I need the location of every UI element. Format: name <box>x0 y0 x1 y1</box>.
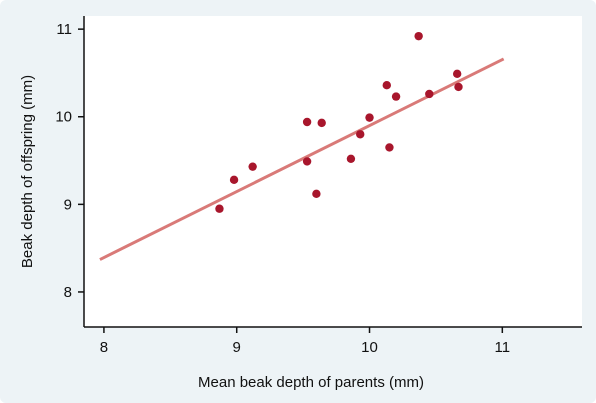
data-point <box>365 113 374 122</box>
data-point <box>346 154 356 163</box>
x-tick-label: 8 <box>100 339 108 356</box>
data-point <box>414 31 423 41</box>
x-tick-label: 9 <box>233 339 241 356</box>
data-point <box>425 89 434 99</box>
data-point <box>248 162 257 171</box>
y-tick-label: 9 <box>64 196 72 213</box>
data-point <box>302 117 312 127</box>
y-tick-label: 8 <box>64 284 72 301</box>
data-point <box>382 81 391 90</box>
y-tick-label: 11 <box>56 21 72 38</box>
data-point <box>215 204 224 213</box>
data-point <box>385 143 394 152</box>
plot-area <box>84 16 582 327</box>
data-point <box>229 175 239 185</box>
data-point <box>312 189 321 199</box>
data-point <box>391 92 401 101</box>
data-point <box>302 157 312 166</box>
data-point <box>356 130 365 139</box>
data-point <box>454 82 463 92</box>
y-axis-title: Beak depth of offspring (mm) <box>19 75 36 268</box>
y-tick-label: 10 <box>55 109 72 126</box>
x-axis-title: Mean beak depth of parents (mm) <box>198 374 424 391</box>
regression-line <box>99 57 505 261</box>
data-point <box>452 69 462 79</box>
data-point <box>317 118 326 128</box>
x-tick-label: 10 <box>361 339 378 356</box>
x-tick-label: 11 <box>495 339 511 356</box>
